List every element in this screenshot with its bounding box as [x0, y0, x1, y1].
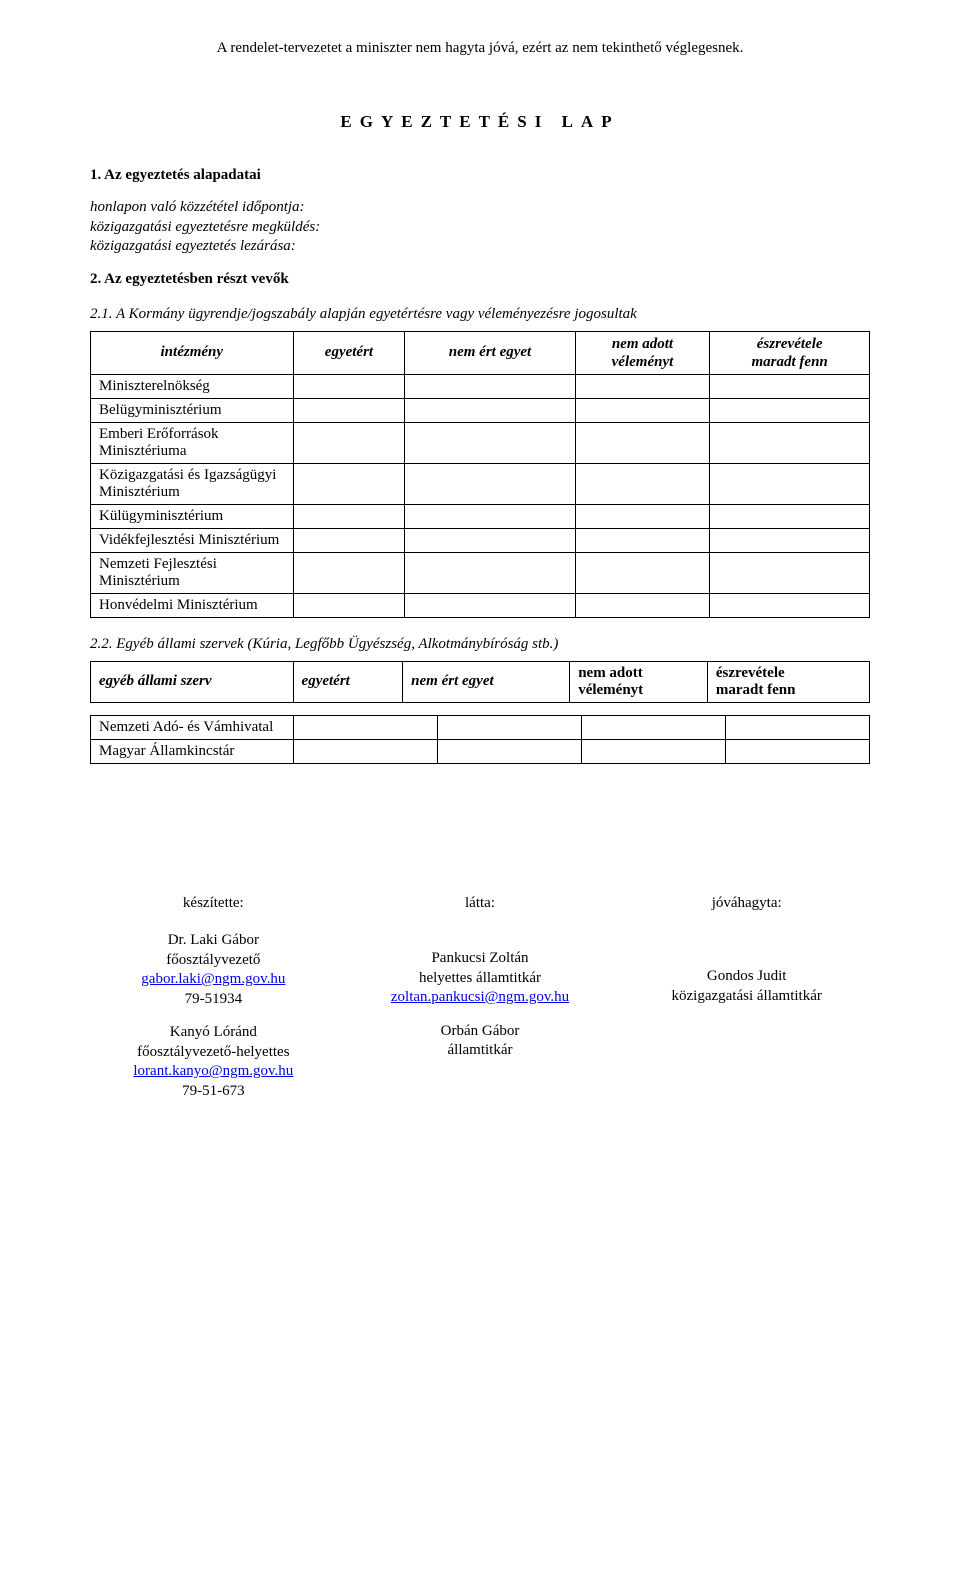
th-eszrevet-l2: maradt fenn: [716, 682, 796, 698]
th-eszrevet-l2: maradt fenn: [752, 354, 828, 370]
table-row: Belügyminisztérium: [91, 398, 870, 422]
section-1-heading: 1. Az egyeztetés alapadatai: [90, 167, 870, 184]
th-eszrevet: észrevételemaradt fenn: [707, 661, 869, 702]
th-egyetert: egyetért: [293, 331, 405, 374]
pub-line-1: honlapon való közzététel időpontja:: [90, 198, 870, 218]
sig-name: Dr. Laki Gábor: [90, 931, 337, 951]
table-other-organs: Nemzeti Adó- és Vámhivatal Magyar Államk…: [90, 715, 870, 764]
sig-title: helyettes államtitkár: [357, 969, 604, 989]
cell-institution: Emberi Erőforrások Minisztériuma: [91, 422, 294, 463]
sig-name: Gondos Judit: [623, 967, 870, 987]
sig-phone: 79-51934: [90, 990, 337, 1010]
cell-organ: Nemzeti Adó- és Vámhivatal: [91, 715, 294, 739]
sig-label-seen: látta:: [357, 894, 604, 914]
cell-institution: Közigazgatási és Igazságügyi Minisztériu…: [91, 463, 294, 504]
table-row: Nemzeti Fejlesztési Minisztérium: [91, 552, 870, 593]
th-nem-adott-l1: nem adott: [612, 336, 673, 352]
sig-phone: 79-51-673: [90, 1082, 337, 1102]
th-egyetert: egyetért: [293, 661, 403, 702]
sig-title: államtitkár: [357, 1041, 604, 1061]
publication-lines: honlapon való közzététel időpontja: közi…: [90, 198, 870, 257]
cell-institution: Miniszterelnökség: [91, 374, 294, 398]
th-eszrevet-l1: észrevétele: [757, 336, 823, 352]
th-nem-adott: nem adott véleményt: [575, 331, 710, 374]
table-other-organs-header: egyéb állami szerv egyetért nem ért egye…: [90, 661, 870, 703]
table-header-row: intézmény egyetért nem ért egyet nem ado…: [91, 331, 870, 374]
signature-block: készítette: Dr. Laki Gábor főosztályveze…: [90, 894, 870, 1116]
th-nem-adott-l1: nem adott: [578, 665, 643, 681]
cell-institution: Nemzeti Fejlesztési Minisztérium: [91, 552, 294, 593]
th-nem-adott: nem adottvéleményt: [570, 661, 708, 702]
th-eszrevet-l1: észrevétele: [716, 665, 785, 681]
table-header-row: egyéb állami szerv egyetért nem ért egye…: [91, 661, 870, 702]
sig-col-made: készítette: Dr. Laki Gábor főosztályveze…: [90, 894, 337, 1116]
sig-label-approved: jóváhagyta:: [623, 894, 870, 914]
table-row: Nemzeti Adó- és Vámhivatal: [91, 715, 870, 739]
cell-institution: Vidékfejlesztési Minisztérium: [91, 528, 294, 552]
cell-institution: Honvédelmi Minisztérium: [91, 593, 294, 617]
sig-title: közigazgatási államtitkár: [623, 987, 870, 1007]
sig-name: Kanyó Lóránd: [90, 1023, 337, 1043]
table-row: Emberi Erőforrások Minisztériuma: [91, 422, 870, 463]
sig-email-link[interactable]: zoltan.pankucsi@ngm.gov.hu: [357, 988, 604, 1008]
pub-line-2: közigazgatási egyeztetésre megküldés:: [90, 218, 870, 238]
page-title: EGYEZTETÉSI LAP: [90, 112, 870, 132]
th-nem-adott-l2: véleményt: [612, 354, 674, 370]
th-nem-adott-l2: véleményt: [578, 682, 643, 698]
table-row: Vidékfejlesztési Minisztérium: [91, 528, 870, 552]
cell-organ: Magyar Államkincstár: [91, 739, 294, 763]
table-row: Közigazgatási és Igazságügyi Minisztériu…: [91, 463, 870, 504]
cell-institution: Külügyminisztérium: [91, 504, 294, 528]
sig-col-seen: látta: Pankucsi Zoltán helyettes államti…: [357, 894, 604, 1116]
th-nem-ert-egyet: nem ért egyet: [403, 661, 570, 702]
table-row: Magyar Államkincstár: [91, 739, 870, 763]
sig-label-made: készítette:: [90, 894, 337, 914]
cell-institution: Belügyminisztérium: [91, 398, 294, 422]
section-2-heading: 2. Az egyeztetésben részt vevők: [90, 271, 870, 288]
sig-email-link[interactable]: gabor.laki@ngm.gov.hu: [90, 970, 337, 990]
table-row: Külügyminisztérium: [91, 504, 870, 528]
sig-name: Pankucsi Zoltán: [357, 949, 604, 969]
sig-title: főosztályvezető: [90, 951, 337, 971]
th-intezmeny: intézmény: [91, 331, 294, 374]
section-2-2-subheading: 2.2. Egyéb állami szervek (Kúria, Legfőb…: [90, 636, 870, 653]
table-row: Honvédelmi Minisztérium: [91, 593, 870, 617]
sig-email-link[interactable]: lorant.kanyo@ngm.gov.hu: [90, 1062, 337, 1082]
header-note: A rendelet-tervezetet a miniszter nem ha…: [90, 40, 870, 57]
th-egyeb-szerv: egyéb állami szerv: [91, 661, 294, 702]
th-nem-ert-egyet: nem ért egyet: [405, 331, 575, 374]
sig-title: főosztályvezető-helyettes: [90, 1043, 337, 1063]
section-2-1-subheading: 2.1. A Kormány ügyrendje/jogszabály alap…: [90, 306, 870, 323]
th-eszrevet: észrevétele maradt fenn: [710, 331, 870, 374]
pub-line-3: közigazgatási egyeztetés lezárása:: [90, 237, 870, 257]
sig-name: Orbán Gábor: [357, 1022, 604, 1042]
table-institutions: intézmény egyetért nem ért egyet nem ado…: [90, 331, 870, 618]
sig-col-approved: jóváhagyta: Gondos Judit közigazgatási á…: [623, 894, 870, 1116]
table-row: Miniszterelnökség: [91, 374, 870, 398]
